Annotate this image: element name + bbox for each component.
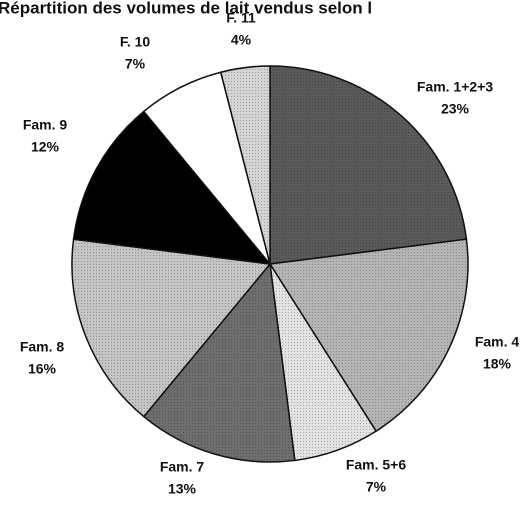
slice-texture bbox=[71, 239, 270, 417]
slice-label: Fam. 9 bbox=[23, 117, 68, 133]
slice-texture bbox=[143, 264, 295, 462]
chart-title: Répartition des volumes de lait vendus s… bbox=[0, 0, 372, 17]
slice-value-label: 18% bbox=[483, 356, 512, 372]
slice-texture bbox=[270, 66, 467, 264]
slice-label: Fam. 5+6 bbox=[346, 457, 407, 473]
slice-value-label: 12% bbox=[31, 139, 60, 155]
slice-label: Fam. 4 bbox=[475, 334, 520, 350]
slice-label: F. 10 bbox=[120, 34, 151, 50]
slice-texture bbox=[270, 239, 468, 432]
slice-texture bbox=[220, 66, 270, 264]
slice-value-label: 23% bbox=[441, 101, 470, 117]
slice-value-label: 13% bbox=[168, 481, 197, 497]
slice-value-label: 16% bbox=[28, 361, 57, 377]
pie-slice bbox=[72, 110, 272, 265]
slice-texture bbox=[270, 264, 377, 461]
slice-label: Fam. 8 bbox=[20, 339, 65, 355]
slice-label: F. 11 bbox=[226, 10, 256, 26]
slice-label: Fam. 1+2+3 bbox=[417, 79, 493, 95]
slice-value-label: 4% bbox=[231, 32, 252, 48]
slice-value-label: 7% bbox=[366, 479, 387, 495]
slice-value-label: 7% bbox=[125, 56, 146, 72]
slice-label: Fam. 7 bbox=[160, 459, 205, 475]
